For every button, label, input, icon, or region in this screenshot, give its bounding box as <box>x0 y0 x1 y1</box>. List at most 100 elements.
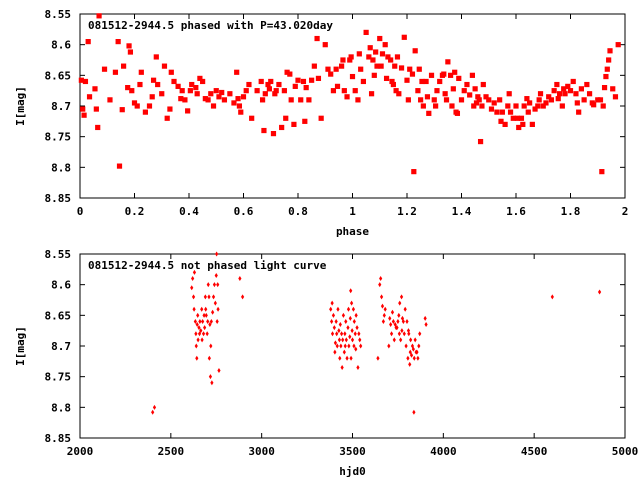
data-point <box>249 115 255 121</box>
data-point <box>201 318 205 324</box>
data-point <box>262 91 268 97</box>
data-point <box>333 340 338 346</box>
data-point <box>348 315 352 321</box>
data-point <box>309 77 315 83</box>
x-tick-label: 2500 <box>158 445 185 458</box>
data-point <box>355 325 359 331</box>
data-point <box>441 71 447 77</box>
data-point <box>424 94 431 100</box>
data-point <box>341 337 345 343</box>
data-point <box>193 318 197 324</box>
data-point <box>461 88 467 94</box>
data-point <box>412 409 416 415</box>
data-point <box>340 57 346 63</box>
data-point <box>536 97 542 103</box>
x-tick-label: 1 <box>349 205 356 218</box>
y-tick-label: 8.55 <box>45 248 72 261</box>
data-point <box>126 43 132 49</box>
data-point <box>209 343 213 349</box>
data-point <box>502 121 508 127</box>
data-point <box>268 78 274 85</box>
data-point <box>520 121 526 127</box>
phased-x-ticks: 0 0.2 0.4 0.6 0.8 1 1.2 1.4 1.6 1.8 2 <box>77 14 628 218</box>
phased-y-axis-label: I[mag] <box>14 86 27 126</box>
data-point <box>412 48 418 54</box>
data-point <box>208 322 212 328</box>
data-point <box>404 77 410 83</box>
data-point <box>383 75 390 81</box>
data-point <box>597 289 602 295</box>
data-point <box>581 97 587 103</box>
data-point <box>190 285 194 291</box>
data-point <box>194 91 200 97</box>
y-tick-label: 8.85 <box>45 432 72 445</box>
data-point <box>411 346 415 352</box>
data-point <box>510 115 516 121</box>
data-point <box>417 343 421 349</box>
data-point <box>407 331 411 337</box>
data-point <box>207 294 211 300</box>
data-point <box>385 54 391 60</box>
data-point <box>217 368 221 374</box>
data-point <box>595 97 601 103</box>
data-point <box>349 73 356 80</box>
y-tick-label: 8.65 <box>45 69 72 82</box>
data-point <box>191 276 195 282</box>
data-point <box>338 355 342 361</box>
data-point <box>401 34 407 40</box>
data-point <box>516 124 522 131</box>
data-point <box>283 115 289 121</box>
data-point <box>371 72 377 78</box>
unphased-data-points <box>151 251 602 415</box>
data-point <box>216 94 222 100</box>
data-point <box>259 97 266 103</box>
data-point <box>330 331 335 337</box>
data-point <box>576 109 582 115</box>
data-point <box>389 331 394 337</box>
y-tick-label: 8.8 <box>51 161 71 174</box>
data-point <box>295 77 301 83</box>
data-point <box>261 127 267 134</box>
data-point <box>208 91 214 97</box>
data-point <box>171 78 177 85</box>
data-point <box>513 103 519 109</box>
data-point <box>112 69 119 75</box>
data-point <box>604 66 610 72</box>
data-point <box>464 81 470 88</box>
data-point <box>486 97 492 103</box>
data-point <box>409 337 413 343</box>
data-point <box>333 66 339 72</box>
data-point <box>179 88 185 94</box>
y-tick-label: 8.65 <box>45 309 72 322</box>
data-point <box>95 124 101 131</box>
data-point <box>557 91 563 97</box>
data-point <box>182 97 188 103</box>
data-point <box>175 83 181 89</box>
data-point <box>349 300 354 306</box>
data-point <box>352 343 356 349</box>
data-point <box>378 282 382 288</box>
data-point <box>599 169 605 175</box>
data-point <box>397 331 401 337</box>
data-point <box>273 88 279 94</box>
data-point <box>216 306 220 312</box>
data-point <box>586 91 593 97</box>
y-tick-label: 8.6 <box>51 39 71 52</box>
data-point <box>210 103 217 109</box>
data-point <box>298 97 304 103</box>
data-point <box>535 103 541 109</box>
data-point <box>398 300 402 306</box>
x-tick-label: 0.2 <box>125 205 145 218</box>
data-point <box>167 106 173 112</box>
data-point <box>378 63 384 69</box>
data-point <box>339 343 343 349</box>
x-tick-label: 1.4 <box>452 205 472 218</box>
data-point <box>349 355 353 361</box>
y-tick-label: 8.7 <box>51 100 71 113</box>
unphased-x-ticks: 2000 2500 3000 3500 4000 4500 5000 <box>67 254 638 458</box>
data-point <box>215 251 219 257</box>
data-point <box>325 66 331 72</box>
data-point <box>367 45 373 51</box>
